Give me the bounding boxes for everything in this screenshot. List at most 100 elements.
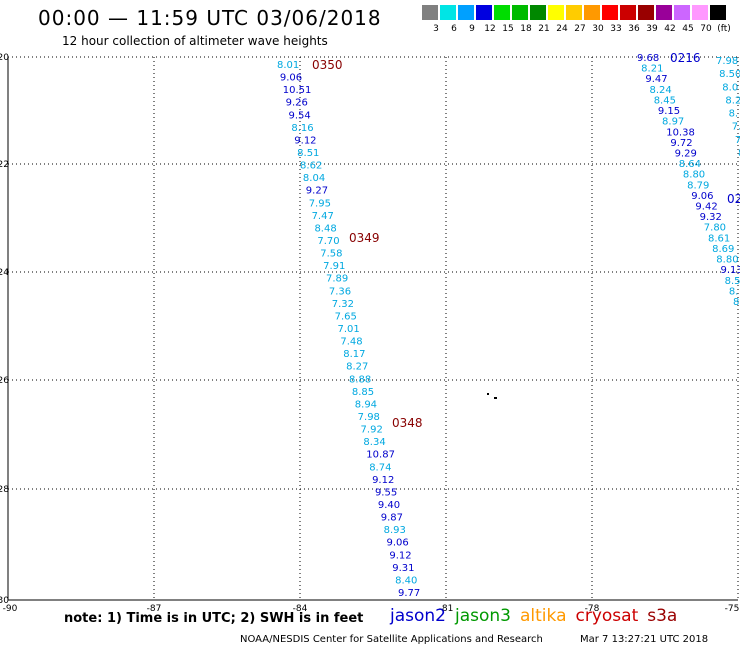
satellite-key-s3a: s3a — [647, 606, 678, 626]
wave-height-value: 7. — [732, 122, 740, 133]
legend-swatch — [494, 5, 510, 20]
wave-height-value: 7.01 — [338, 324, 360, 335]
wave-height-value: 9.12 — [372, 475, 394, 486]
legend-label: 9 — [469, 24, 475, 34]
wave-height-value: 9.72 — [670, 138, 692, 149]
wave-height-value: 8. — [733, 297, 740, 308]
wave-height-value: 7.92 — [361, 425, 383, 436]
wave-height-value: 8.64 — [679, 159, 701, 170]
wave-height-value: 7.98 — [358, 412, 380, 423]
latitude-label: -28 — [0, 485, 9, 495]
wave-height-value: 8.2 — [725, 95, 740, 106]
generated-timestamp: Mar 7 13:27:21 UTC 2018 — [580, 634, 709, 645]
pass-time-label: 02 — [727, 192, 740, 206]
wave-height-value: 8.79 — [687, 180, 709, 191]
legend-swatch — [476, 5, 492, 20]
wave-height-value: 8.40 — [395, 575, 417, 586]
wave-height-value: 8.93 — [384, 525, 406, 536]
legend-label: 39 — [646, 24, 658, 34]
wave-height-value: 8.94 — [355, 399, 377, 410]
wave-height-value: 10.51 — [283, 85, 312, 96]
legend-swatch — [620, 5, 636, 20]
legend-swatch — [584, 5, 600, 20]
latitude-label: -30 — [0, 596, 9, 606]
wave-height-value: 8. — [729, 286, 739, 297]
legend-swatch — [512, 5, 528, 20]
legend-label: 21 — [538, 24, 550, 34]
credit-text: NOAA/NESDIS Center for Satellite Applica… — [240, 634, 543, 645]
wave-height-value: 8.80 — [716, 255, 738, 266]
wave-height-value: 7.98 — [716, 56, 738, 67]
legend-swatch — [692, 5, 708, 20]
legend-label: 42 — [664, 24, 676, 34]
page-subtitle: 12 hour collection of altimeter wave hei… — [62, 34, 328, 48]
wave-height-value: 9.55 — [375, 487, 397, 498]
latitude-label: -26 — [0, 376, 9, 386]
wave-height-value: 9.31 — [392, 563, 414, 574]
wave-height-value: 9.29 — [675, 148, 697, 159]
wave-height-value: 7.65 — [335, 311, 357, 322]
wave-height-value: 8.34 — [363, 437, 385, 448]
map-grid — [7, 56, 739, 601]
wave-height-value: 8.69 — [712, 244, 734, 255]
wave-height-value: 8.17 — [343, 349, 365, 360]
wave-height-value: 8.85 — [352, 387, 374, 398]
wave-height-value: 9.47 — [645, 74, 667, 85]
wave-height-value: 9.27 — [306, 186, 328, 197]
wave-height-value: 7.95 — [309, 198, 331, 209]
wave-height-value: 9.42 — [695, 202, 717, 213]
wave-height-value: 8.21 — [641, 64, 663, 75]
wave-height-value: 8.74 — [369, 462, 391, 473]
legend-label: 27 — [574, 24, 586, 34]
wave-height-value: 8.01 — [277, 60, 299, 71]
latitude-label: -24 — [0, 268, 9, 278]
wave-height-value: 8.16 — [291, 123, 313, 134]
wave-height-value: 8.24 — [650, 85, 672, 96]
wave-height-value: 8.61 — [708, 233, 730, 244]
wave-height-value: 7.48 — [340, 337, 362, 348]
satellite-key-altika: altika — [520, 606, 567, 626]
wave-height-value: 7.47 — [312, 211, 334, 222]
legend-swatch — [674, 5, 690, 20]
wave-height-value: 9.13 — [720, 265, 740, 276]
legend-label: 15 — [502, 24, 514, 34]
satellite-key-jason2: jason2 — [390, 606, 446, 626]
wave-height-value: 9.40 — [378, 500, 400, 511]
satellite-key-jason3: jason3 — [455, 606, 511, 626]
wave-height-value: 8.50 — [719, 69, 740, 80]
legend-swatch — [548, 5, 564, 20]
wave-height-value: 8.97 — [662, 117, 684, 128]
wave-height-value: 8.5 — [725, 276, 740, 287]
wave-height-value: 9.06 — [691, 191, 713, 202]
wave-height-value: 7.89 — [326, 274, 348, 285]
legend-label: 30 — [592, 24, 604, 34]
wave-height-value: 10.38 — [666, 127, 695, 138]
legend-label: 36 — [628, 24, 640, 34]
legend-swatch — [566, 5, 582, 20]
wave-height-value: 9.54 — [289, 110, 311, 121]
legend-swatch — [656, 5, 672, 20]
wave-height-value: 8.45 — [654, 95, 676, 106]
wave-height-value: 8.51 — [297, 148, 319, 159]
wave-height-value: 8.04 — [303, 173, 325, 184]
footer-note: note: 1) Time is in UTC; 2) SWH is in fe… — [64, 611, 364, 626]
legend-swatch — [638, 5, 654, 20]
legend-swatch — [602, 5, 618, 20]
wave-height-value: 9.68 — [637, 53, 659, 64]
latitude-label: -22 — [0, 160, 9, 170]
page-title: 00:00 — 11:59 UTC 03/06/2018 — [38, 6, 382, 30]
longitude-label: -75 — [725, 604, 740, 614]
axis-labels: -20 -22 -24 -26 -28 -30-90 -87 -84 -81 -78 -75 — [0, 53, 739, 614]
wave-height-value: 10.87 — [366, 450, 395, 461]
pass-time-label: 0216 — [670, 51, 701, 65]
pass-time-label: 0348 — [392, 416, 423, 430]
legend-swatch — [458, 5, 474, 20]
wave-height-value: 9.32 — [700, 212, 722, 223]
wave-height-value: 9.12 — [389, 550, 411, 561]
legend-label: (ft) — [717, 24, 731, 34]
legend-label: 6 — [451, 24, 457, 34]
wave-height-value: 9.77 — [398, 588, 420, 599]
legend-swatch — [530, 5, 546, 20]
legend-swatch — [422, 5, 438, 20]
